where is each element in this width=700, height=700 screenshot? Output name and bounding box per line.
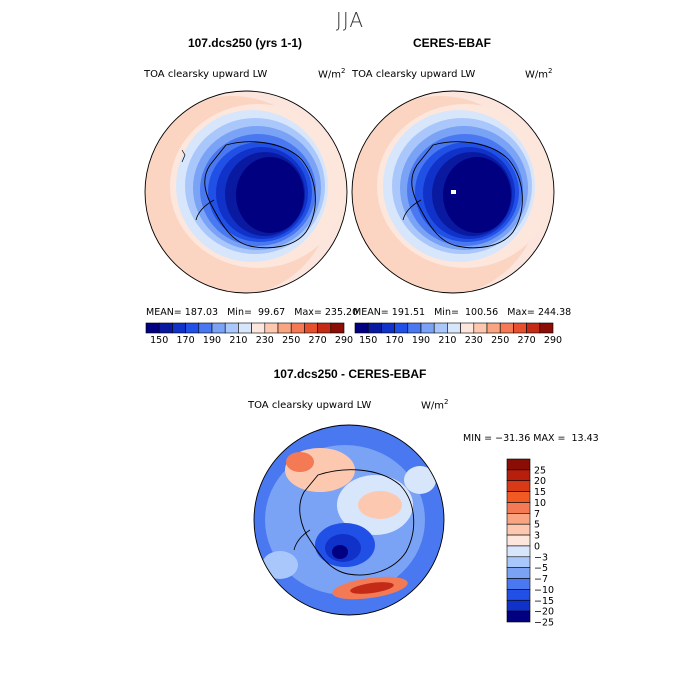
panel1-title: 107.dcs250 (yrs 1-1) — [187, 36, 303, 50]
colorbar-3-tick-label: −20 — [534, 607, 554, 618]
panel2-stats: MEAN= 191.51 Min= 100.56 Max= 244.38 — [353, 307, 572, 318]
map3 — [253, 424, 445, 616]
colorbar-3-tick-label: −15 — [534, 596, 554, 607]
colorbar-1-tick-label: 250 — [282, 335, 300, 346]
colorbar-3-swatch — [506, 545, 531, 558]
colorbar-1-swatch — [238, 322, 252, 334]
colorbar-1-tick-label: 190 — [203, 335, 221, 346]
panel3-variable: TOA clearsky upward LW — [248, 400, 372, 411]
colorbar-2-tick-label: 150 — [359, 335, 377, 346]
colorbar-3-swatch — [506, 480, 531, 492]
panel2-variable: TOA clearsky upward LW — [352, 69, 476, 80]
colorbar-3-tick-label: 0 — [534, 541, 540, 552]
colorbar-2-tick-label: 290 — [544, 335, 562, 346]
colorbar-3-tick-label: −3 — [534, 552, 548, 563]
colorbar-1-tick-label: 150 — [150, 335, 168, 346]
colorbar-1-tick-label: 290 — [335, 335, 353, 346]
colorbar-2-swatch — [394, 322, 409, 334]
colorbar-3-swatch — [506, 599, 531, 612]
colorbar-2-tick-label: 170 — [386, 335, 404, 346]
colorbar-1-swatch — [198, 322, 213, 334]
panel2-title: CERES-EBAF — [412, 36, 491, 50]
colorbar-1-swatch — [290, 322, 305, 334]
map1 — [144, 90, 348, 294]
colorbar-3-tick-label: 7 — [534, 509, 540, 520]
colorbar-1-swatch — [264, 322, 279, 334]
colorbar-2-swatch — [433, 322, 448, 334]
colorbar-1-swatch — [317, 322, 332, 334]
colorbar-2-swatch — [473, 322, 488, 334]
colorbar-3-swatch — [506, 589, 531, 601]
colorbar-1-swatch — [251, 322, 266, 334]
colorbar-2-swatch — [486, 322, 501, 334]
panel2-units: W/m2 — [525, 67, 553, 81]
panel1-units: W/m2 — [318, 67, 346, 81]
colorbar-3-tick-label: 10 — [534, 498, 546, 509]
colorbar-3-tick-label: −7 — [534, 574, 548, 585]
panel3-title: 107.dcs250 - CERES-EBAF — [273, 367, 427, 381]
colorbar-1-swatch — [304, 322, 318, 334]
colorbar-1-swatch — [330, 322, 345, 334]
colorbar-3-swatch — [506, 469, 531, 482]
colorbar-2-swatch — [513, 322, 527, 334]
colorbar-2: 150 170 190 210 230 250 270 290 — [354, 322, 562, 346]
colorbar-2-swatch — [381, 322, 395, 334]
colorbar-2-swatch — [354, 322, 369, 334]
colorbar-2-swatch — [539, 322, 554, 334]
colorbar-3-tick-label: −10 — [534, 585, 554, 596]
colorbar-1-swatch — [277, 322, 292, 334]
colorbar-1-swatch — [145, 322, 160, 334]
colorbar-1-tick-label: 270 — [309, 335, 327, 346]
panel1-stats: MEAN= 187.03 Min= 99.67 Max= 235.20 — [146, 307, 359, 318]
colorbar-3-swatch — [506, 502, 531, 514]
panel1-variable: TOA clearsky upward LW — [144, 69, 268, 80]
colorbar-1-swatch — [185, 322, 200, 334]
colorbar-3-tick-label: 25 — [534, 465, 546, 476]
colorbar-3-tick-label: 20 — [534, 476, 546, 487]
colorbar-2-tick-label: 230 — [465, 335, 483, 346]
figure-title: JJA — [335, 8, 365, 32]
colorbar-3-tick-label: −5 — [534, 563, 548, 574]
panel3-stats: MIN = −31.36 MAX = 13.43 — [463, 433, 599, 444]
colorbar-2-tick-label: 190 — [412, 335, 430, 346]
colorbar-3-swatch — [506, 523, 531, 536]
colorbar-3-swatch — [506, 534, 531, 547]
map2 — [351, 90, 555, 294]
colorbar-3-swatch — [506, 556, 531, 568]
colorbar-2-swatch — [460, 322, 475, 334]
colorbar-2-swatch — [447, 322, 461, 334]
panel3-units: W/m2 — [421, 398, 449, 412]
colorbar-2-swatch — [367, 322, 382, 334]
colorbar-2-swatch — [420, 322, 435, 334]
colorbar-3-swatch — [506, 491, 531, 503]
colorbar-3-swatch — [506, 458, 531, 471]
colorbar-1-tick-label: 230 — [256, 335, 274, 346]
colorbar-2-tick-label: 210 — [438, 335, 456, 346]
colorbar-2-tick-label: 270 — [518, 335, 536, 346]
colorbar-1-tick-label: 170 — [177, 335, 195, 346]
colorbar-3-tick-label: 15 — [534, 487, 546, 498]
colorbar-3-tick-label: 5 — [534, 520, 540, 531]
colorbar-3-tick-label: 3 — [534, 531, 540, 542]
colorbar-3-swatch — [506, 567, 531, 579]
colorbar-2-swatch — [407, 322, 422, 334]
colorbar-2-tick-label: 250 — [491, 335, 509, 346]
colorbar-1-swatch — [211, 322, 226, 334]
colorbar-1-swatch — [172, 322, 186, 334]
colorbar-3-swatch — [506, 610, 531, 623]
colorbar-3-swatch — [506, 578, 531, 590]
colorbar-1-swatch — [158, 322, 173, 334]
colorbar-3-tick-label: −25 — [534, 618, 554, 629]
colorbar-3-swatch — [506, 513, 531, 525]
colorbar-2-swatch — [499, 322, 514, 334]
colorbar-2-swatch — [526, 322, 541, 334]
colorbar-1: 150 170 190 210 230 250 270 290 — [145, 322, 353, 346]
colorbar-1-swatch — [224, 322, 239, 334]
colorbar-1-tick-label: 210 — [229, 335, 247, 346]
